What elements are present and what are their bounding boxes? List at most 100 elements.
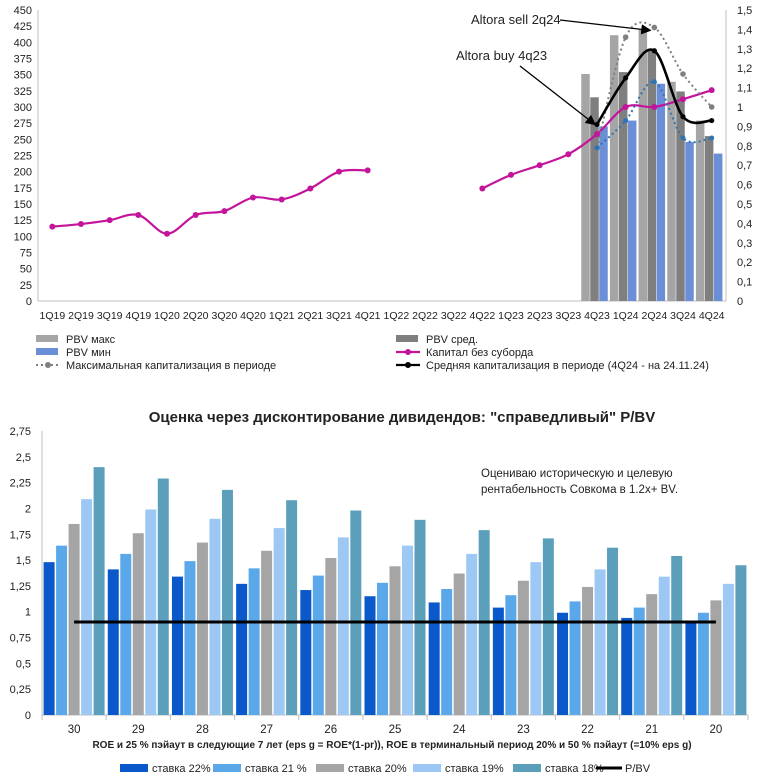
chart2-ytick: 0,25	[10, 684, 31, 696]
chart1-bar-pbv-max	[609, 35, 619, 301]
capital-point	[536, 162, 543, 169]
chart2-bar-series-3	[582, 586, 594, 715]
chart2-bar-series-3	[710, 600, 722, 715]
capital-point	[250, 194, 256, 201]
capital-line	[52, 168, 368, 235]
chart2-bar-series-3	[132, 533, 144, 715]
annotation-altora-buy: Altora buy 4q23	[456, 48, 547, 63]
chart1-bar-pbv-min	[627, 120, 637, 301]
chart2-bar-series-4	[530, 562, 542, 715]
chart2-ytick: 2,25	[10, 478, 31, 490]
chart1-ytick-right: 1,3	[737, 44, 752, 56]
legend-swatch-pbv_avg	[396, 335, 418, 342]
chart1-xtick: 1Q21	[269, 310, 295, 322]
capital-point	[622, 104, 629, 110]
capital-point	[364, 167, 371, 174]
chart1-lines	[49, 21, 715, 237]
chart2-bar-series-5	[286, 500, 298, 715]
legend-label-pbv_max: PBV макс	[66, 334, 116, 346]
chart2-bar-series-1	[685, 623, 697, 715]
capital-point	[508, 171, 514, 178]
annotation-arrow-buy	[519, 65, 597, 126]
chart2-bar-series-5	[157, 478, 169, 715]
capital-point	[78, 221, 84, 228]
chart2-bar-series-1	[43, 562, 55, 715]
chart1-xtick: 3Q20	[211, 310, 237, 322]
chart2-bar-series-2	[120, 553, 132, 715]
chart1-xtick: 4Q24	[699, 310, 725, 322]
chart1-bar-pbv-max	[695, 120, 705, 301]
chart2-xtick: 23	[517, 724, 530, 736]
legend-label-max_cap: Максимальная капитализация в периоде	[66, 360, 276, 372]
chart2-bar-series-2	[377, 582, 388, 715]
min-cap-point	[680, 135, 686, 141]
chart2-bar-series-2	[56, 545, 68, 715]
avg-cap-point	[680, 114, 686, 120]
chart1-xtick: 3Q21	[326, 310, 352, 322]
legend-label-capital: Капитал без суборда	[426, 347, 534, 359]
chart1-xtick: 2Q22	[412, 310, 438, 322]
chart1-ytick-right: 1,5	[737, 5, 752, 17]
chart1-ytick-left: 150	[14, 199, 32, 211]
chart1-ytick-left: 175	[14, 183, 32, 195]
chart2-bar-series-4	[145, 509, 157, 715]
max-cap-point	[680, 71, 686, 77]
chart2-bar-series-4	[722, 583, 734, 715]
chart2-ytick: 0,75	[10, 633, 31, 645]
chart2-bar-series-1	[107, 569, 119, 715]
chart1-xtick: 3Q24	[670, 310, 696, 322]
chart2-bar-series-4	[466, 553, 478, 715]
chart1-ytick-left: 200	[14, 167, 32, 179]
chart2-legend-label-1: ставка 22%	[152, 763, 211, 775]
chart2-xtick: 22	[581, 724, 594, 736]
chart1-bar-pbv-min	[713, 153, 723, 301]
chart1-bar-pbv-min	[685, 141, 694, 301]
chart2-bar-series-2	[633, 607, 645, 715]
chart2-bar-series-4	[209, 518, 221, 715]
chart2-bar-series-3	[196, 542, 208, 715]
chart1-bar-pbv-avg	[647, 50, 657, 301]
chart2-xlabel: ROE и 25 % пэйаут в следующие 7 лет (eps…	[92, 740, 691, 751]
min-cap-point	[594, 145, 600, 151]
chart2-bar-series-4	[337, 537, 349, 715]
chart1-bar-pbv-avg	[704, 136, 714, 301]
avg-cap-point	[651, 48, 657, 54]
chart2-bar-series-5	[542, 538, 554, 715]
chart1-bar-pbv-max	[581, 74, 590, 302]
chart2-bar-series-3	[453, 573, 465, 715]
chart1-xtick: 3Q19	[97, 310, 123, 322]
legend-label-pbv_avg: PBV сред.	[426, 334, 478, 346]
chart1-ytick-left: 350	[14, 70, 32, 82]
chart2-bar-series-4	[402, 545, 413, 715]
chart2-bar-series-2	[505, 595, 517, 715]
chart2-bar-series-1	[300, 590, 312, 715]
chart1-ytick-right: 1,1	[737, 83, 752, 95]
chart1-ytick-right: 0,5	[737, 199, 752, 211]
chart2-bar-series-3	[646, 594, 658, 715]
ddm-pbv-chart: Оценка через дисконтирование дивидендов:…	[10, 409, 749, 775]
chart1-ytick-left: 225	[14, 151, 32, 163]
chart2-ytick: 1,25	[10, 581, 31, 593]
chart2-bar-series-1	[171, 576, 183, 715]
chart1-bar-pbv-min	[656, 83, 666, 301]
capital-point	[565, 151, 572, 158]
chart2-bar-series-4	[658, 576, 670, 715]
chart1-ytick-left: 375	[14, 54, 32, 66]
chart1-xtick: 4Q20	[240, 310, 266, 322]
chart1-ytick-left: 325	[14, 86, 32, 98]
chart2-bar-series-3	[325, 558, 337, 715]
chart1-annotations: Altora sell 2q24 Altora buy 4q23	[456, 12, 652, 126]
max-cap-point	[651, 24, 658, 31]
chart1-ytick-right: 0,7	[737, 160, 752, 172]
legend-label-avg_cap: Средняя капитализация в периоде (4Q24 - …	[426, 360, 709, 372]
chart1-ytick-left: 425	[14, 21, 32, 33]
legend-marker-max_cap	[45, 362, 51, 368]
chart1-ytick-right: 0	[737, 296, 743, 308]
avg-cap-point	[594, 121, 600, 128]
legend-label-pbv_min: PBV мин	[66, 347, 111, 359]
capital-point	[708, 87, 715, 94]
chart2-legend-label-4: ставка 19%	[445, 763, 504, 775]
chart2-bar-series-3	[68, 523, 80, 715]
chart1-ytick-left: 25	[20, 280, 32, 292]
chart1-xtick: 1Q24	[613, 310, 639, 322]
